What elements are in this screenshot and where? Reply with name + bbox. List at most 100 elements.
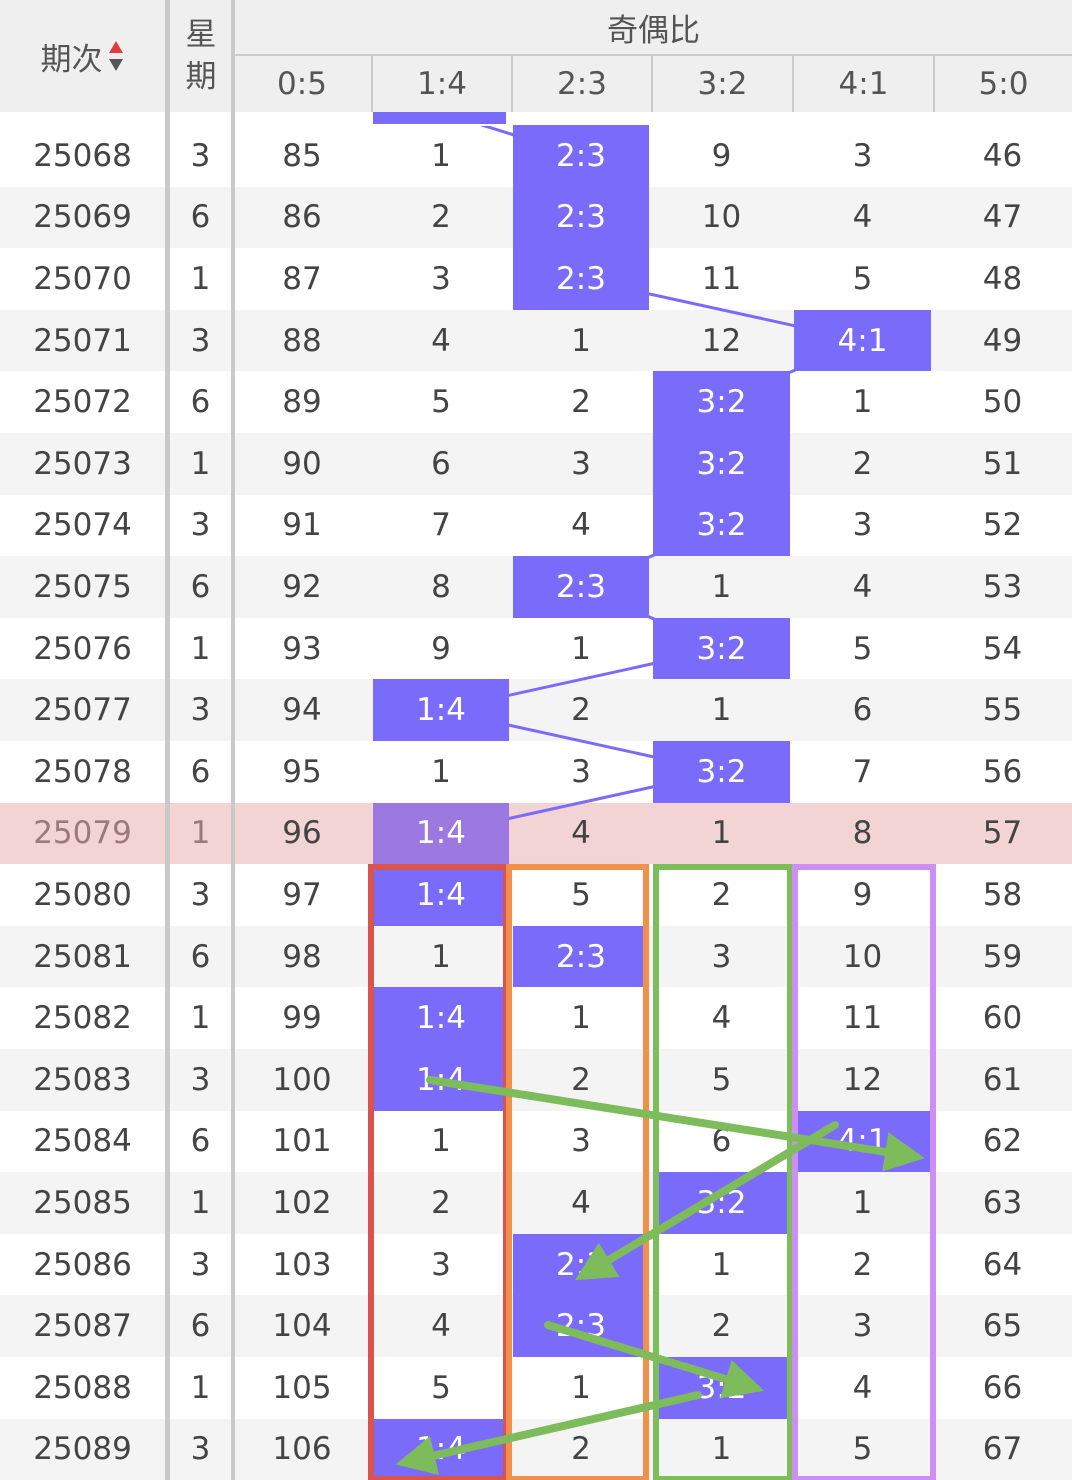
cell: 12 bbox=[701, 322, 742, 359]
header-divider bbox=[235, 54, 1072, 56]
cell: 5 bbox=[431, 1369, 451, 1406]
cell: 60 bbox=[982, 1000, 1023, 1037]
cell: 99 bbox=[282, 1000, 322, 1037]
period: 25072 bbox=[33, 384, 132, 421]
period: 25071 bbox=[33, 322, 132, 359]
cell: 91 bbox=[282, 507, 322, 544]
cell: 47 bbox=[982, 199, 1023, 236]
hit-cell: 2:3 bbox=[513, 556, 649, 618]
period: 25082 bbox=[33, 1000, 132, 1037]
cell: 50 bbox=[982, 384, 1023, 421]
cell: 105 bbox=[272, 1369, 332, 1406]
period: 25081 bbox=[33, 938, 132, 975]
cell: 100 bbox=[272, 1061, 332, 1098]
period: 25078 bbox=[33, 753, 132, 790]
period: 25085 bbox=[33, 1184, 132, 1221]
weekday: 1 bbox=[190, 260, 211, 297]
hit-cell: 3:2 bbox=[653, 617, 790, 680]
cell: 5 bbox=[852, 630, 873, 667]
header-bg bbox=[0, 0, 1072, 112]
cell: 1 bbox=[852, 384, 873, 421]
period-header[interactable]: 期次 bbox=[0, 0, 165, 112]
cell: 7 bbox=[852, 753, 873, 790]
cell: 57 bbox=[982, 815, 1023, 852]
cell: 1 bbox=[711, 1431, 732, 1468]
cell: 1 bbox=[431, 753, 451, 790]
cell: 48 bbox=[982, 260, 1023, 297]
cell: 58 bbox=[982, 876, 1023, 913]
cell: 98 bbox=[282, 938, 322, 975]
cell: 9 bbox=[711, 137, 732, 174]
cell: 49 bbox=[982, 322, 1023, 359]
cell: 53 bbox=[982, 568, 1023, 605]
cell: 3 bbox=[711, 938, 732, 975]
period: 25068 bbox=[33, 137, 132, 174]
col-separator bbox=[231, 0, 235, 1480]
cell: 10 bbox=[701, 199, 742, 236]
cell: 4 bbox=[571, 1184, 591, 1221]
box-orange bbox=[506, 864, 649, 1480]
cell: 1 bbox=[431, 1123, 451, 1160]
cell: 5 bbox=[852, 260, 873, 297]
partial-hit bbox=[373, 112, 506, 124]
cell: 92 bbox=[282, 568, 322, 605]
cell: 93 bbox=[282, 630, 322, 667]
cell: 6 bbox=[431, 445, 451, 482]
box-green bbox=[653, 864, 793, 1480]
weekday: 6 bbox=[190, 568, 211, 605]
row-bg bbox=[0, 371, 1072, 433]
weekday: 1 bbox=[190, 630, 211, 667]
hit-cell: 4:1 bbox=[794, 309, 931, 372]
weekday: 3 bbox=[190, 1061, 211, 1098]
weekday: 3 bbox=[190, 876, 211, 913]
cell: 4 bbox=[571, 815, 591, 852]
cell: 5 bbox=[852, 1431, 873, 1468]
cell: 9 bbox=[431, 630, 451, 667]
hit-cell: 3:2 bbox=[653, 433, 790, 495]
period: 25073 bbox=[33, 445, 132, 482]
cell: 59 bbox=[982, 938, 1023, 975]
cell: 11 bbox=[701, 260, 742, 297]
cell: 11 bbox=[842, 1000, 883, 1037]
cell: 3 bbox=[571, 1123, 591, 1160]
arrows bbox=[395, 1076, 925, 1476]
cell: 3 bbox=[431, 260, 451, 297]
weekday: 1 bbox=[190, 815, 211, 852]
weekday: 1 bbox=[190, 1000, 211, 1037]
cell: 55 bbox=[982, 692, 1023, 729]
cell: 87 bbox=[282, 260, 322, 297]
weekday: 6 bbox=[190, 384, 211, 421]
cell: 51 bbox=[982, 445, 1023, 482]
cell: 97 bbox=[282, 876, 322, 913]
cell: 2 bbox=[711, 876, 732, 913]
weekday: 1 bbox=[190, 1369, 211, 1406]
cell: 2 bbox=[571, 692, 591, 729]
period: 25075 bbox=[33, 568, 132, 605]
period: 25087 bbox=[33, 1308, 132, 1345]
col-separator bbox=[165, 0, 170, 1480]
cell: 12 bbox=[842, 1061, 883, 1098]
cell: 2 bbox=[571, 1061, 591, 1098]
ratio-header: 3:2 bbox=[651, 56, 792, 112]
cell: 90 bbox=[282, 445, 322, 482]
cell: 4 bbox=[431, 322, 451, 359]
period: 25070 bbox=[33, 260, 132, 297]
hit-cell: 1:4 bbox=[373, 987, 509, 1049]
cell: 85 bbox=[282, 137, 322, 174]
cell: 64 bbox=[982, 1246, 1023, 1283]
weekday: 3 bbox=[190, 692, 211, 729]
period: 25088 bbox=[33, 1369, 132, 1406]
row-bg bbox=[0, 433, 1072, 495]
hit-cell: 3:2 bbox=[653, 494, 790, 557]
weekday: 1 bbox=[190, 1184, 211, 1221]
row-bg bbox=[0, 494, 1072, 557]
period: 25089 bbox=[33, 1431, 132, 1468]
cell: 106 bbox=[272, 1431, 332, 1468]
cell: 56 bbox=[982, 753, 1023, 790]
cell: 1 bbox=[711, 568, 732, 605]
cell: 1 bbox=[711, 815, 732, 852]
hit-cell: 2:3 bbox=[513, 125, 649, 187]
cell: 8 bbox=[431, 568, 451, 605]
hit-cell: 1:4 bbox=[373, 802, 509, 865]
cell: 3 bbox=[571, 445, 591, 482]
